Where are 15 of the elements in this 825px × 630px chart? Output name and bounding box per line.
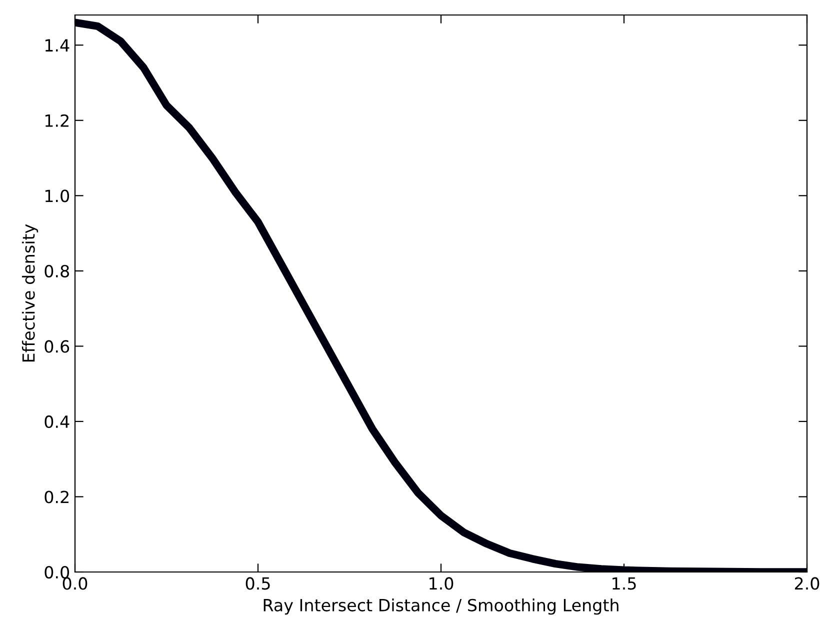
x-tick-label: 0.0 bbox=[62, 577, 88, 590]
x-tick-label: 0.5 bbox=[246, 577, 270, 590]
y-axis-title: Effective density bbox=[22, 224, 38, 362]
y-tick-label: 0.4 bbox=[44, 415, 70, 428]
x-axis-title: Ray Intersect Distance / Smoothing Length bbox=[264, 598, 618, 615]
y-tick-label: 0.6 bbox=[44, 340, 70, 353]
y-tick-label: 1.2 bbox=[45, 114, 68, 127]
x-tick-label: 1.0 bbox=[430, 577, 454, 590]
y-tick-label: 0.8 bbox=[44, 264, 69, 278]
x-tick-label: 2.0 bbox=[794, 577, 820, 590]
x-tick-label: 1.5 bbox=[612, 577, 636, 590]
y-tick-label: 1.0 bbox=[45, 190, 70, 202]
y-tick-label: 0.0 bbox=[44, 566, 70, 579]
y-tick-label: 1.4 bbox=[45, 39, 70, 52]
y-tick-label: 0.2 bbox=[44, 490, 68, 504]
